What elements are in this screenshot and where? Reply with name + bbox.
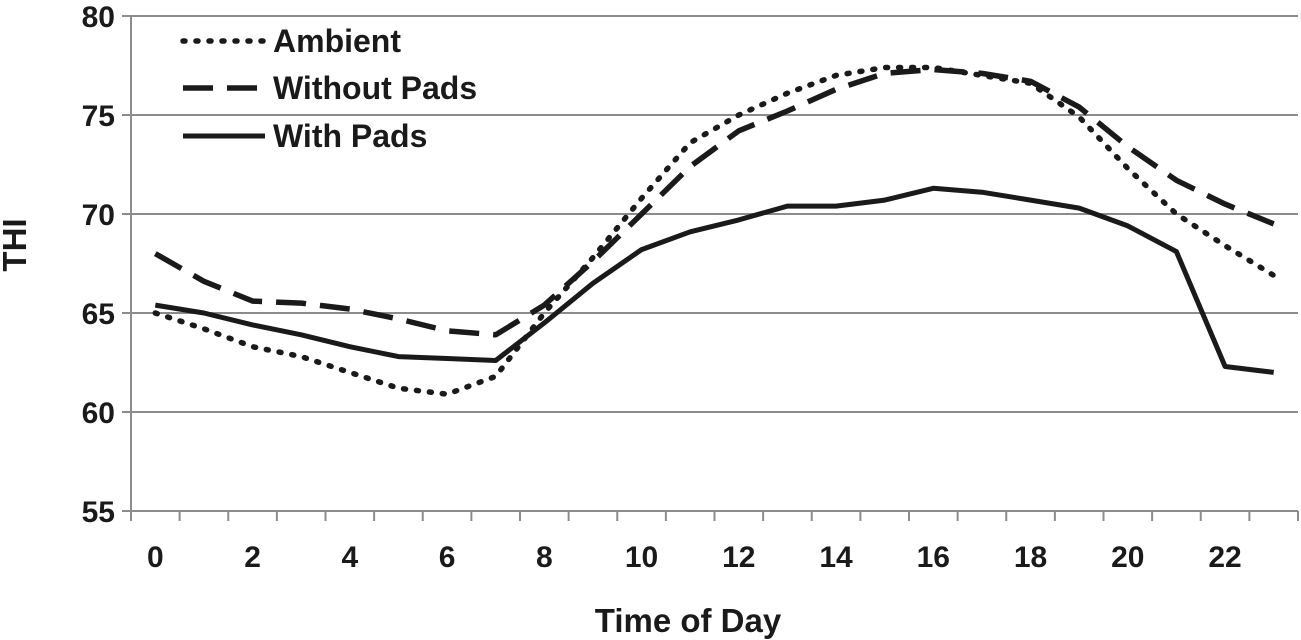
legend: Ambient Without Pads With Pads bbox=[180, 23, 477, 154]
series-line-without-pads bbox=[153, 66, 1275, 338]
x-tick-label-2: 2 bbox=[244, 541, 261, 574]
x-tick-label-10: 10 bbox=[625, 541, 658, 574]
x-tick-label-14: 14 bbox=[819, 541, 853, 574]
x-tick-label-20: 20 bbox=[1111, 541, 1144, 574]
legend-label-ambient: Ambient bbox=[273, 23, 401, 59]
legend-label-with-pads: With Pads bbox=[273, 118, 427, 154]
x-tick-label-4: 4 bbox=[341, 541, 358, 574]
y-tick-label-65: 65 bbox=[82, 298, 115, 331]
series-line-with-pads bbox=[154, 185, 1275, 375]
x-tick-label-8: 8 bbox=[536, 541, 553, 574]
x-tick-label-6: 6 bbox=[439, 541, 456, 574]
series-line-ambient bbox=[152, 64, 1277, 397]
y-tick-labels: 55 60 65 70 75 80 bbox=[82, 1, 115, 529]
y-tick-label-75: 75 bbox=[82, 100, 115, 133]
y-tick-label-60: 60 bbox=[82, 397, 115, 430]
x-axis-title: Time of Day bbox=[595, 602, 782, 639]
axes bbox=[122, 15, 1299, 521]
y-tick-label-55: 55 bbox=[82, 496, 115, 529]
x-tick-label-16: 16 bbox=[917, 541, 950, 574]
legend-label-without-pads: Without Pads bbox=[273, 70, 477, 106]
y-axis-title: THI bbox=[0, 218, 33, 271]
series-lines bbox=[152, 64, 1277, 397]
x-tick-label-0: 0 bbox=[147, 541, 164, 574]
x-tick-label-22: 22 bbox=[1208, 541, 1241, 574]
x-tick-label-12: 12 bbox=[722, 541, 755, 574]
x-tick-labels: 0 2 4 6 8 10 12 14 16 18 20 22 bbox=[147, 541, 1242, 574]
x-tick-label-18: 18 bbox=[1014, 541, 1047, 574]
y-tick-label-70: 70 bbox=[82, 199, 115, 232]
y-tick-label-80: 80 bbox=[82, 1, 115, 34]
